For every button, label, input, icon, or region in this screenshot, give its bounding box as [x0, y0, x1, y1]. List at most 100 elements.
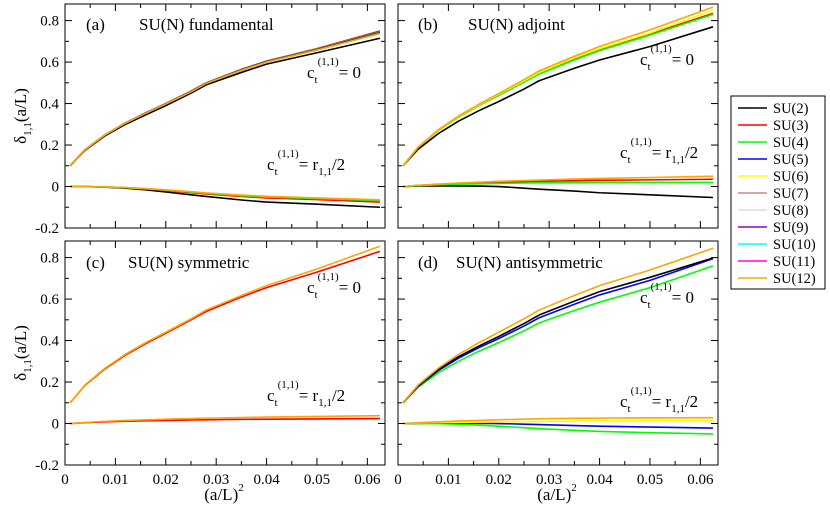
y-tick-label: 0.2	[40, 375, 59, 391]
panel-title: SU(N) fundamental	[139, 15, 274, 34]
panel-b: (b) SU(N) adjoint c t (1,1)= 0 ct(1,1)= r1,1/…	[397, 3, 719, 229]
series-line-upper-su4	[402, 265, 714, 404]
x-axis-label-main: (a/L)	[537, 485, 571, 504]
panel-a: -0.200.20.40.60.8 (a) SU(N) fundamentalct(…	[35, 3, 386, 237]
x-tick-label: 0.06	[687, 472, 714, 488]
y-tick-label: 0.2	[40, 138, 59, 154]
x-tick-label: 0.04	[253, 472, 280, 488]
y-axis-label-sub: 1,1	[22, 122, 34, 136]
annotation-c: c	[640, 50, 648, 69]
annotation-c: c	[267, 386, 275, 405]
x-axis-label: (a/L)2	[537, 482, 576, 504]
annotation-lower: ct(1,1)= r1,1/2	[620, 385, 698, 415]
annotation-sub: t	[628, 403, 631, 415]
x-tick-label: 0.01	[102, 472, 128, 488]
series-line-upper-su2	[402, 26, 714, 167]
x-tick-label: 0.02	[486, 472, 512, 488]
series-line-lower-su12	[70, 185, 380, 201]
annotation-sub: t	[315, 74, 318, 86]
y-axis-label-rest: (a/L)	[11, 88, 30, 122]
series-line-upper-su12	[402, 6, 714, 167]
y-tick-label: 0.4	[40, 334, 59, 350]
annotation-lower: ct(1,1)= r1,1/2	[620, 136, 698, 166]
annotation-lower: ct(1,1)= r1,1/2	[267, 379, 345, 409]
panel-label: (d)	[418, 253, 438, 272]
annotation-upper: ct(1,1)= 0	[307, 271, 361, 301]
y-tick-label: 0.8	[40, 14, 59, 30]
x-tick-label: 0	[394, 472, 402, 488]
legend-label: SU(4)	[773, 135, 809, 151]
annotation-sup: (1,1)	[278, 379, 299, 391]
y-axis-label: δ1,1(a/L)	[11, 88, 34, 144]
annotation-sub: t	[628, 154, 631, 166]
legend-label: SU(2)	[773, 101, 809, 117]
y-axis-label-sub: 1,1	[22, 359, 34, 373]
y-tick-label: 0.6	[40, 292, 59, 308]
series-line-lower-su12	[402, 416, 713, 425]
y-tick-label: 0	[52, 180, 60, 196]
x-tick-label: 0	[61, 472, 69, 488]
legend-label: SU(12)	[773, 271, 816, 287]
y-tick-label: -0.2	[35, 221, 59, 237]
series-line-lower-su2	[70, 185, 380, 209]
y-tick-label: 0	[52, 417, 60, 433]
annotation-rhs-tail: /2	[332, 155, 345, 174]
annotation-rhs-sub: 1,1	[671, 403, 685, 415]
series-line-upper-su12	[402, 247, 714, 404]
x-axis-label-main: (a/L)	[204, 485, 238, 504]
annotation-c: c	[640, 288, 648, 307]
annotation-sub: t	[315, 289, 318, 301]
annotation-rhs: = 0	[339, 63, 361, 82]
annotation-rhs: = r	[652, 392, 672, 411]
panel-title: SU(N) symmetric	[128, 253, 250, 272]
x-tick-label: 0.03	[203, 472, 229, 488]
y-tick-label: 0.8	[40, 251, 59, 267]
annotation-sup: (1,1)	[651, 43, 672, 55]
series-line-upper-su4	[69, 31, 381, 167]
annotation-c: c	[267, 155, 275, 174]
x-tick-label: 0.02	[153, 472, 179, 488]
panel-title: SU(N) adjoint	[468, 15, 565, 34]
panel-frame	[397, 240, 719, 466]
annotation-rhs: = r	[299, 155, 319, 174]
annotation-rhs: = 0	[672, 288, 694, 307]
series-line-upper-su12	[69, 32, 381, 167]
legend-label: SU(9)	[773, 220, 809, 236]
x-axis-label-sup: 2	[571, 482, 577, 494]
annotation-rhs-tail: /2	[685, 392, 698, 411]
annotation-c: c	[307, 63, 315, 82]
x-axis-label: (a/L)2	[204, 482, 243, 504]
annotation-rhs: = 0	[672, 50, 694, 69]
legend-label: SU(11)	[773, 254, 815, 270]
y-tick-label: -0.2	[35, 458, 59, 474]
y-axis-label-main: δ	[11, 373, 30, 381]
series-line-lower-su12	[402, 175, 713, 188]
x-axis-label-sup: 2	[238, 482, 244, 494]
annotation-upper: ct(1,1)= 0	[640, 281, 694, 311]
annotation-rhs-sub: 1,1	[318, 166, 332, 178]
series-line-upper-su2	[402, 257, 714, 404]
x-tick-label: 0.05	[637, 472, 663, 488]
series-line-upper-su12	[69, 245, 381, 404]
panel-label: (a)	[86, 15, 105, 34]
y-tick-label: 0.6	[40, 55, 59, 71]
series-line-lower-su2	[403, 185, 713, 199]
annotation-sup: (1,1)	[318, 271, 339, 283]
panel-label: (c)	[86, 253, 105, 272]
annotation-sub: t	[648, 299, 651, 311]
annotation-sup: (1,1)	[318, 56, 339, 68]
legend-label: SU(6)	[773, 169, 809, 185]
panel-label: (b)	[418, 15, 438, 34]
annotation-sup: (1,1)	[631, 385, 652, 397]
panel-frame	[64, 240, 386, 466]
annotation-sub: t	[275, 397, 278, 409]
series-line-lower-su5	[403, 422, 713, 429]
series-line-upper-su5	[69, 31, 381, 167]
x-tick-label: 0.05	[304, 472, 330, 488]
annotation-rhs-tail: /2	[332, 386, 345, 405]
legend: SU(2)SU(3)SU(4)SU(5)SU(6)SU(7)SU(8)SU(9)…	[730, 95, 826, 290]
panel-frame	[64, 3, 386, 229]
x-tick-label: 0.06	[354, 472, 381, 488]
legend-label: SU(10)	[773, 237, 816, 253]
